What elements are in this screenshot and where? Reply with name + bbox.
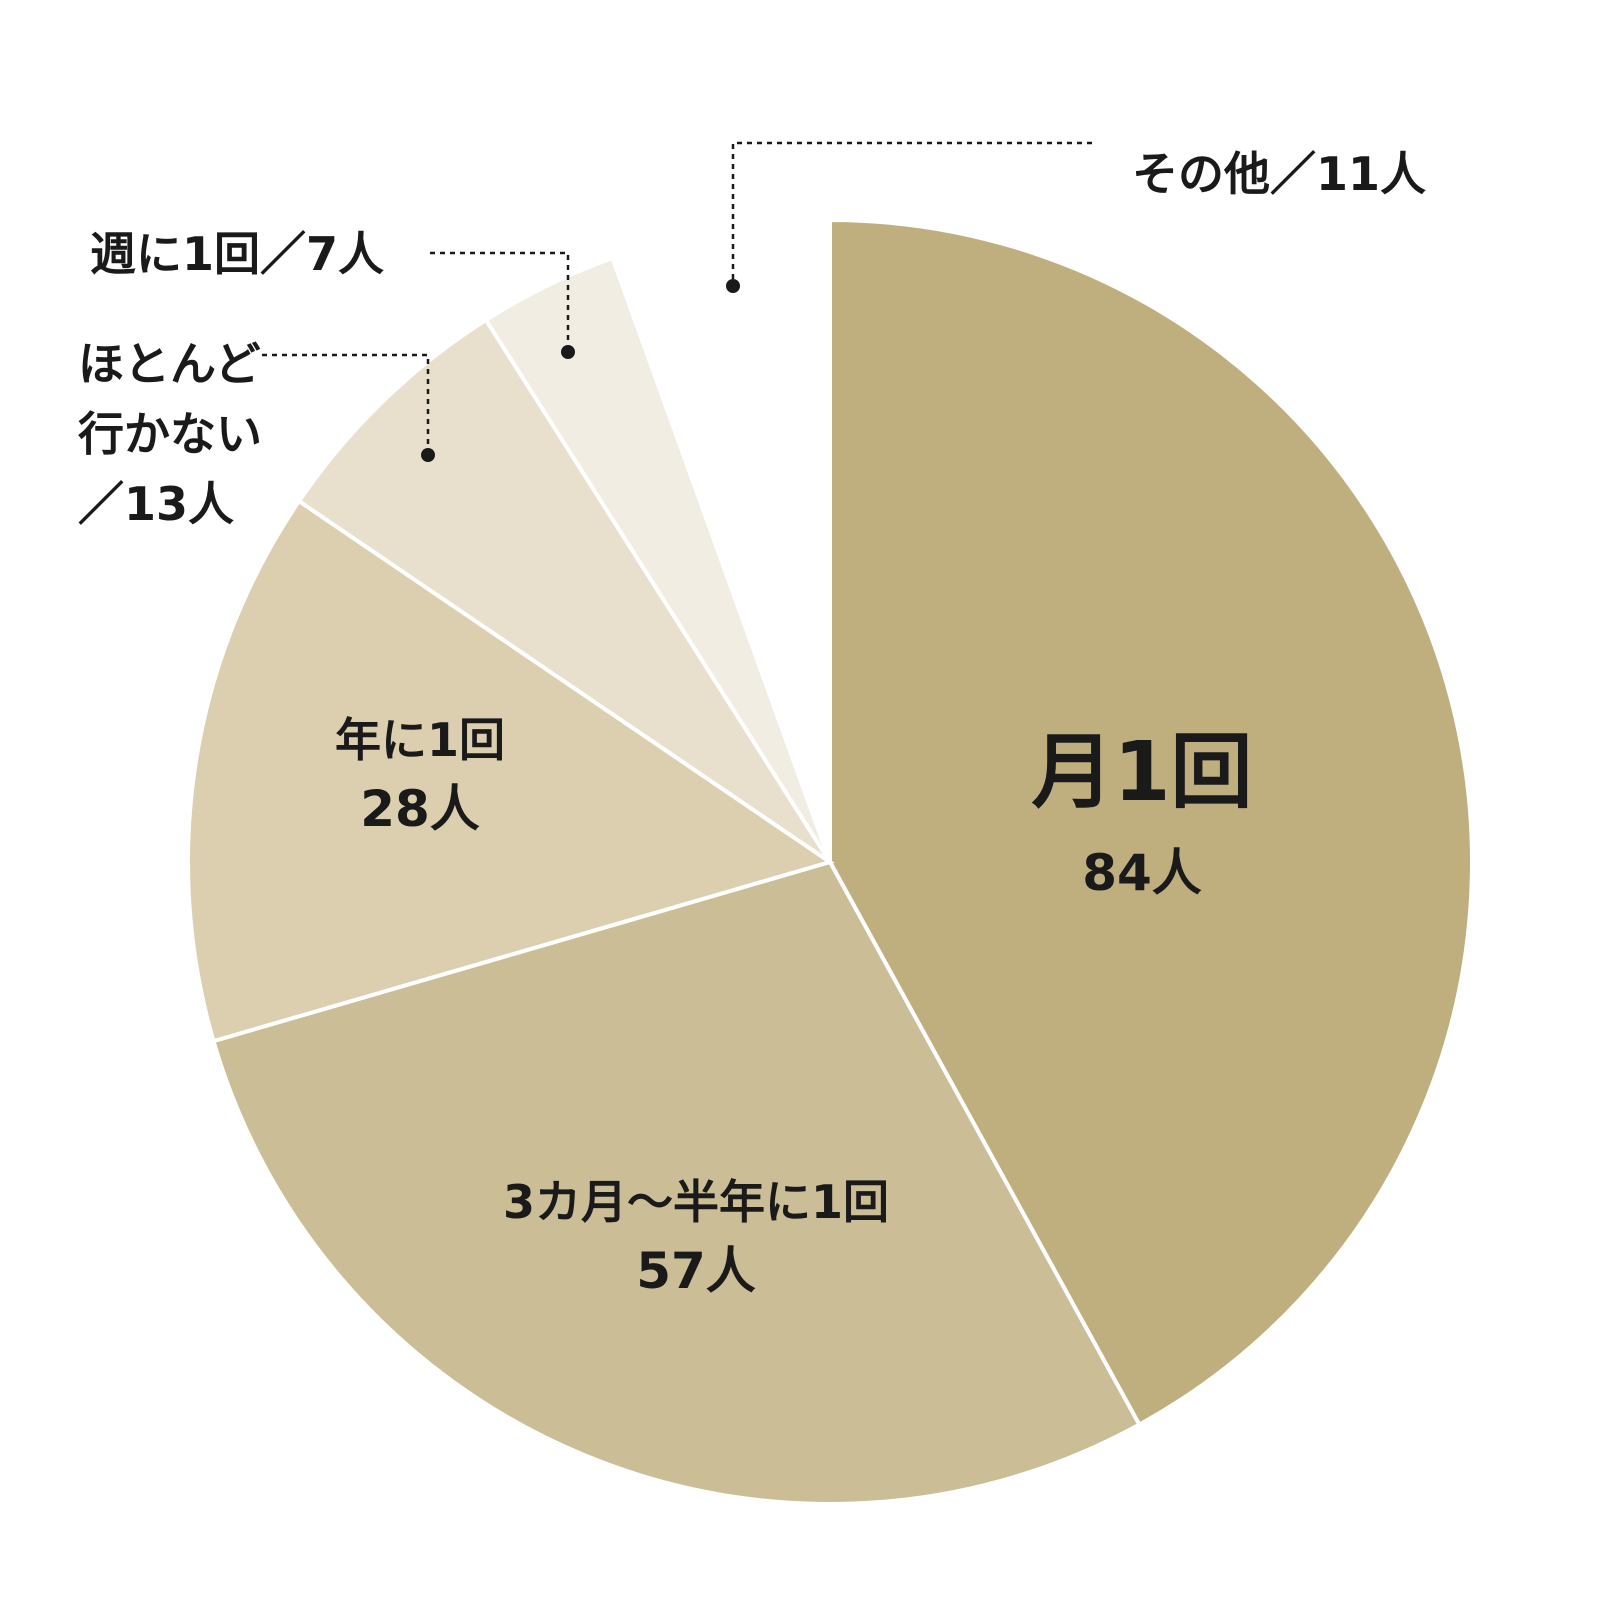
slice-label-rarely-line-2: 行かない <box>78 407 262 461</box>
pie-slice-quarterly <box>211 859 1143 1506</box>
pie-slice-yearly <box>186 498 835 1044</box>
slice-label-yearly: 年に1回 <box>335 713 505 767</box>
leader-other-dot <box>726 279 740 293</box>
leader-rarely-dot <box>421 448 435 462</box>
slice-label-quarterly: 3カ月〜半年に1回 <box>503 1175 889 1229</box>
slice-value-quarterly: 57人 <box>636 1242 756 1300</box>
leader-lines <box>262 141 1092 462</box>
slice-label-other: その他／11人 <box>1132 147 1426 201</box>
slice-value-monthly: 84人 <box>1082 844 1202 902</box>
slice-label-weekly: 週に1回／7人 <box>90 227 384 281</box>
leader-weekly-line <box>430 251 570 352</box>
slice-value-yearly: 28人 <box>360 780 480 838</box>
leader-rarely-line <box>262 353 430 455</box>
leader-other-line <box>731 141 1092 286</box>
pie-slices <box>186 217 1474 1506</box>
slice-label-monthly: 月1回 <box>1031 725 1252 820</box>
pie-slice-monthly <box>828 217 1474 1428</box>
leader-weekly-dot <box>561 345 575 359</box>
slice-label-rarely-line-3: ／13人 <box>78 477 234 531</box>
slice-label-rarely-line-1: ほとんど <box>78 337 261 391</box>
pie-slice-other <box>609 217 832 863</box>
